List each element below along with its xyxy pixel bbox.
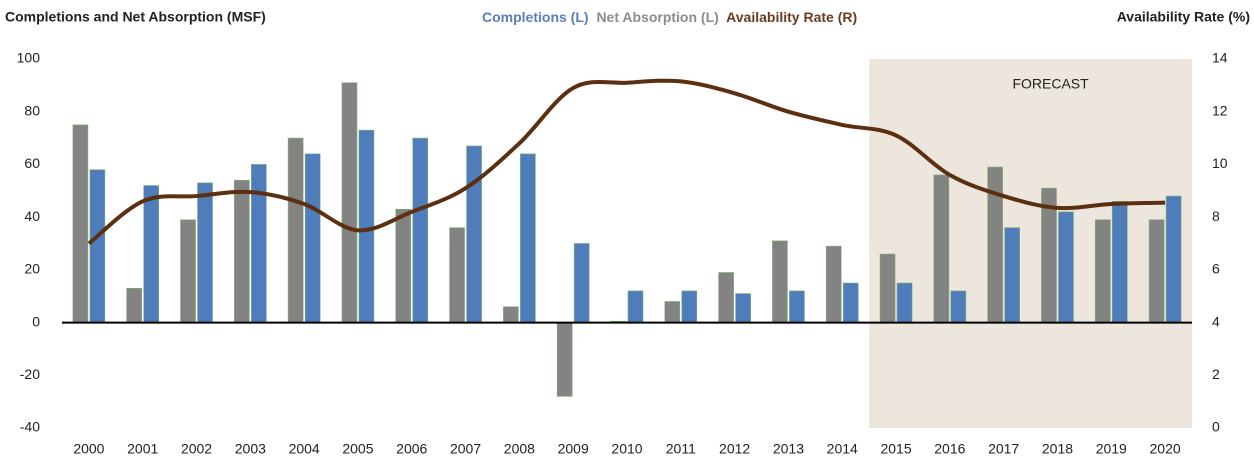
bar <box>234 179 250 323</box>
bar <box>358 129 375 323</box>
y2-tick-label: 4 <box>1212 313 1220 329</box>
x-tick-label: 2005 <box>342 441 373 457</box>
bar <box>197 182 213 323</box>
x-tick-label: 2013 <box>773 441 804 457</box>
y2-tick-label: 2 <box>1212 366 1220 382</box>
x-tick-label: 2007 <box>450 441 481 457</box>
x-tick-label: 2001 <box>127 441 158 457</box>
x-tick-label: 2019 <box>1096 441 1127 457</box>
bar <box>395 208 412 323</box>
bar <box>896 282 913 323</box>
bar <box>503 306 519 323</box>
x-tick-label: 2006 <box>396 441 427 457</box>
y-axis-title: Completions and Net Absorption (MSF) <box>5 9 266 25</box>
bar <box>304 153 321 323</box>
bar <box>126 288 143 323</box>
bar <box>664 301 681 323</box>
bar <box>1165 195 1182 323</box>
x-tick-label: 2003 <box>235 441 266 457</box>
bar <box>879 253 896 323</box>
bar <box>718 272 734 323</box>
legend-entry: Completions (L) <box>482 9 589 25</box>
y-tick-label: 0 <box>32 313 40 329</box>
y-tick-label: 100 <box>17 50 41 66</box>
bar <box>556 322 573 397</box>
y2-tick-label: 6 <box>1212 261 1220 277</box>
y2-tick-label: 8 <box>1212 208 1220 224</box>
line <box>87 78 1166 246</box>
bar <box>842 282 859 323</box>
bar <box>466 145 482 323</box>
bar <box>1148 219 1165 323</box>
x-tick-label: 2002 <box>181 441 212 457</box>
bar <box>412 137 429 323</box>
x-tick-label: 2012 <box>719 441 750 457</box>
x-tick-label: 2017 <box>988 441 1019 457</box>
bar <box>825 245 842 323</box>
legend: Completions (L) Net Absorption (L) Avail… <box>482 9 857 25</box>
y-tick-label: -20 <box>20 366 40 382</box>
bar <box>681 290 698 323</box>
bar <box>950 290 967 323</box>
y2-axis-title: Availability Rate (%) <box>1117 9 1250 25</box>
bar <box>287 137 304 323</box>
bar <box>627 290 644 323</box>
bar <box>449 227 465 323</box>
x-tick-label: 2015 <box>880 441 911 457</box>
legend-entry: Availability Rate (R) <box>726 9 857 25</box>
x-tick-label: 2009 <box>558 441 589 457</box>
y-tick-label: -40 <box>20 419 40 435</box>
x-tick-label: 2011 <box>666 441 696 457</box>
bar <box>251 164 267 323</box>
x-tick-label: 2010 <box>611 441 642 457</box>
bar <box>72 124 89 323</box>
y-tick-label: 80 <box>24 102 40 118</box>
forecast-label: FORECAST <box>1012 76 1089 92</box>
x-tick-label: 2016 <box>934 441 965 457</box>
y2-tick-label: 14 <box>1212 50 1228 66</box>
bar <box>180 219 196 323</box>
bar <box>1094 219 1111 323</box>
y2-tick-label: 10 <box>1212 155 1228 171</box>
forecast-region <box>869 59 1192 428</box>
bar <box>89 169 106 323</box>
legend-entry: Net Absorption (L) <box>596 9 718 25</box>
bar <box>735 293 751 323</box>
x-tick-label: 2014 <box>827 441 858 457</box>
x-tick-label: 2008 <box>504 441 535 457</box>
background-layer <box>869 59 1192 428</box>
bar <box>1111 201 1128 323</box>
bar <box>772 240 788 323</box>
bar <box>1004 227 1020 323</box>
bar <box>143 185 160 323</box>
x-tick-label: 2000 <box>73 441 104 457</box>
bar <box>933 174 950 323</box>
x-tick-label: 2004 <box>289 441 320 457</box>
y-tick-label: 60 <box>24 155 40 171</box>
bar <box>520 153 536 323</box>
y-tick-label: 20 <box>24 261 40 277</box>
x-tick-label: 2018 <box>1042 441 1073 457</box>
bar <box>789 290 805 323</box>
y2-tick-label: 0 <box>1212 419 1220 435</box>
bar <box>573 243 590 323</box>
x-tick-label: 2020 <box>1150 441 1181 457</box>
y2-tick-label: 12 <box>1212 102 1228 118</box>
bar <box>1058 211 1074 323</box>
y-tick-label: 40 <box>24 208 40 224</box>
bar <box>341 82 358 323</box>
